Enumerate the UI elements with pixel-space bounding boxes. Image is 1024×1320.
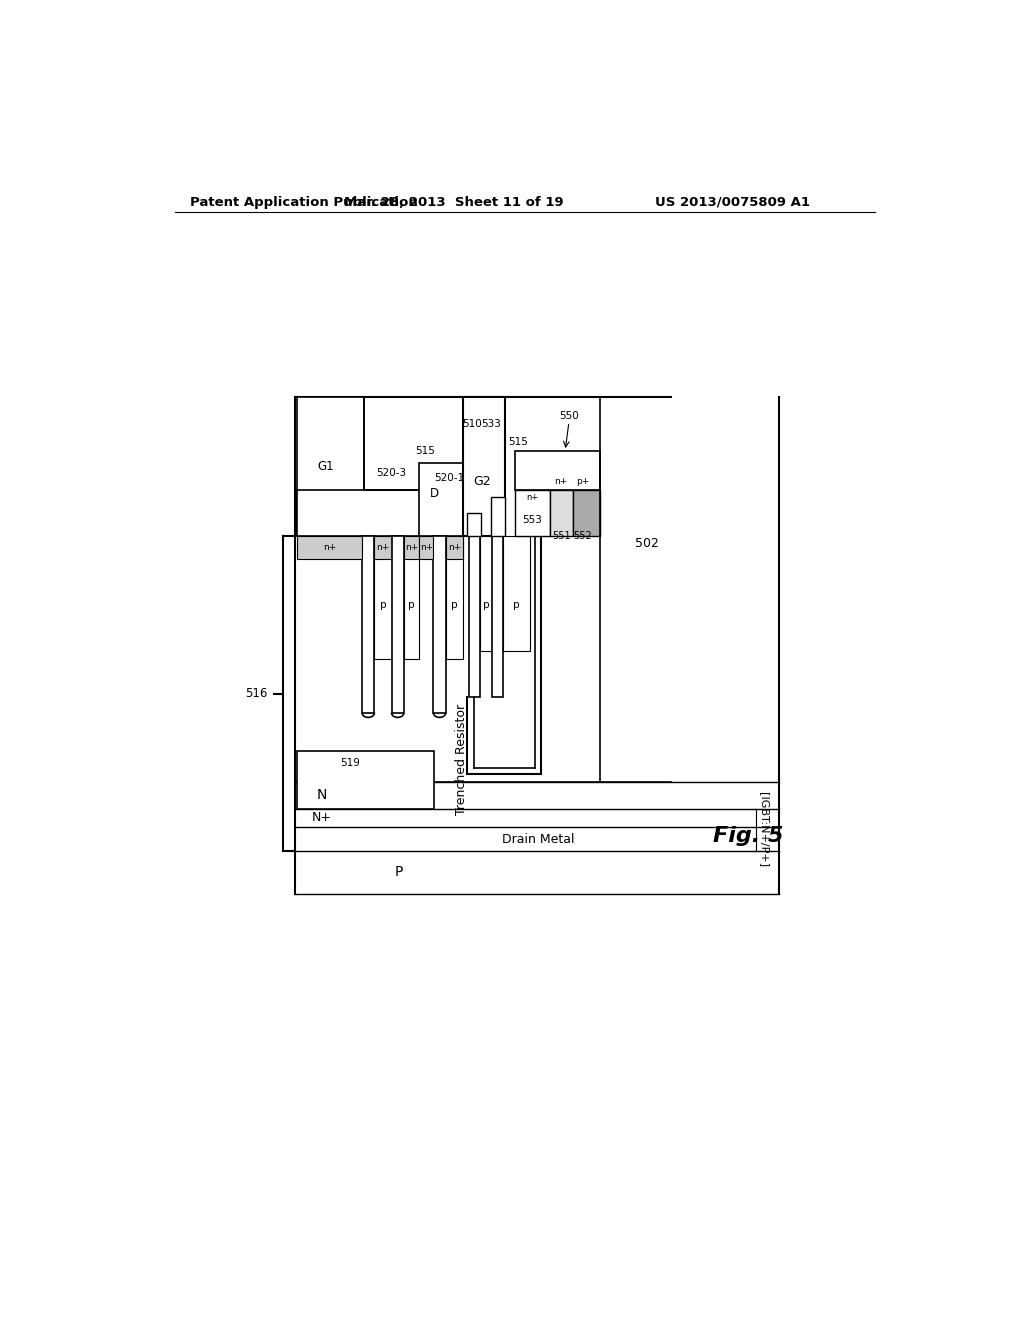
- Text: p+: p+: [577, 478, 590, 486]
- Text: 515: 515: [509, 437, 528, 446]
- Text: G2: G2: [473, 475, 490, 488]
- Text: N: N: [316, 788, 327, 803]
- Bar: [469, 536, 480, 697]
- Bar: [403, 536, 420, 659]
- Bar: [480, 536, 493, 651]
- Bar: [445, 536, 463, 659]
- Bar: [463, 397, 506, 536]
- Text: 551: 551: [552, 531, 570, 541]
- Bar: [515, 490, 550, 536]
- Text: 516: 516: [245, 686, 267, 700]
- Text: p: p: [513, 601, 520, 610]
- Text: Drain Metal: Drain Metal: [503, 833, 575, 846]
- Text: 520-1: 520-1: [434, 473, 464, 483]
- Text: Patent Application Publication: Patent Application Publication: [190, 195, 418, 209]
- Text: 552: 552: [573, 531, 592, 541]
- Bar: [515, 451, 600, 490]
- Bar: [295, 397, 779, 898]
- Bar: [420, 462, 477, 536]
- Text: p: p: [482, 601, 489, 610]
- Text: p: p: [451, 601, 458, 610]
- Text: 502: 502: [635, 537, 658, 550]
- Text: G1: G1: [317, 459, 334, 473]
- Bar: [493, 536, 503, 697]
- Bar: [572, 490, 600, 536]
- Text: n+: n+: [420, 543, 433, 552]
- Bar: [297, 490, 436, 536]
- Text: p: p: [380, 601, 386, 610]
- Text: US 2013/0075809 A1: US 2013/0075809 A1: [655, 195, 810, 209]
- Text: 550: 550: [559, 412, 579, 421]
- Text: 520-3: 520-3: [377, 467, 407, 478]
- Bar: [550, 490, 572, 536]
- Text: P: P: [395, 865, 403, 879]
- Text: n+: n+: [526, 492, 539, 502]
- Bar: [403, 536, 420, 558]
- Bar: [503, 536, 530, 651]
- Text: [IGBT:N+/P+]: [IGBT:N+/P+]: [759, 792, 768, 867]
- Text: n+: n+: [406, 543, 418, 552]
- Bar: [297, 751, 434, 809]
- Text: p: p: [409, 601, 415, 610]
- Text: 519: 519: [340, 758, 360, 768]
- Text: Mar. 28, 2013  Sheet 11 of 19: Mar. 28, 2013 Sheet 11 of 19: [344, 195, 563, 209]
- Text: 510: 510: [462, 418, 482, 429]
- Text: n+: n+: [323, 543, 336, 552]
- Text: D: D: [430, 487, 439, 500]
- Text: 515: 515: [416, 446, 435, 455]
- Bar: [391, 536, 403, 713]
- Bar: [375, 536, 391, 659]
- Bar: [297, 397, 365, 536]
- Text: Trenched Resistor: Trenched Resistor: [455, 704, 468, 814]
- Bar: [433, 536, 445, 713]
- Text: 553: 553: [522, 515, 542, 525]
- Text: n+: n+: [555, 478, 568, 486]
- Bar: [375, 536, 391, 558]
- Text: N+: N+: [311, 810, 332, 824]
- Text: n+: n+: [447, 543, 461, 552]
- Bar: [420, 536, 433, 558]
- Bar: [490, 498, 505, 536]
- Text: Fig. 5: Fig. 5: [713, 826, 783, 846]
- Text: 533: 533: [480, 418, 501, 429]
- Bar: [445, 536, 463, 558]
- Bar: [467, 512, 481, 536]
- Bar: [362, 536, 375, 713]
- Text: n+: n+: [377, 543, 389, 552]
- Bar: [297, 536, 362, 558]
